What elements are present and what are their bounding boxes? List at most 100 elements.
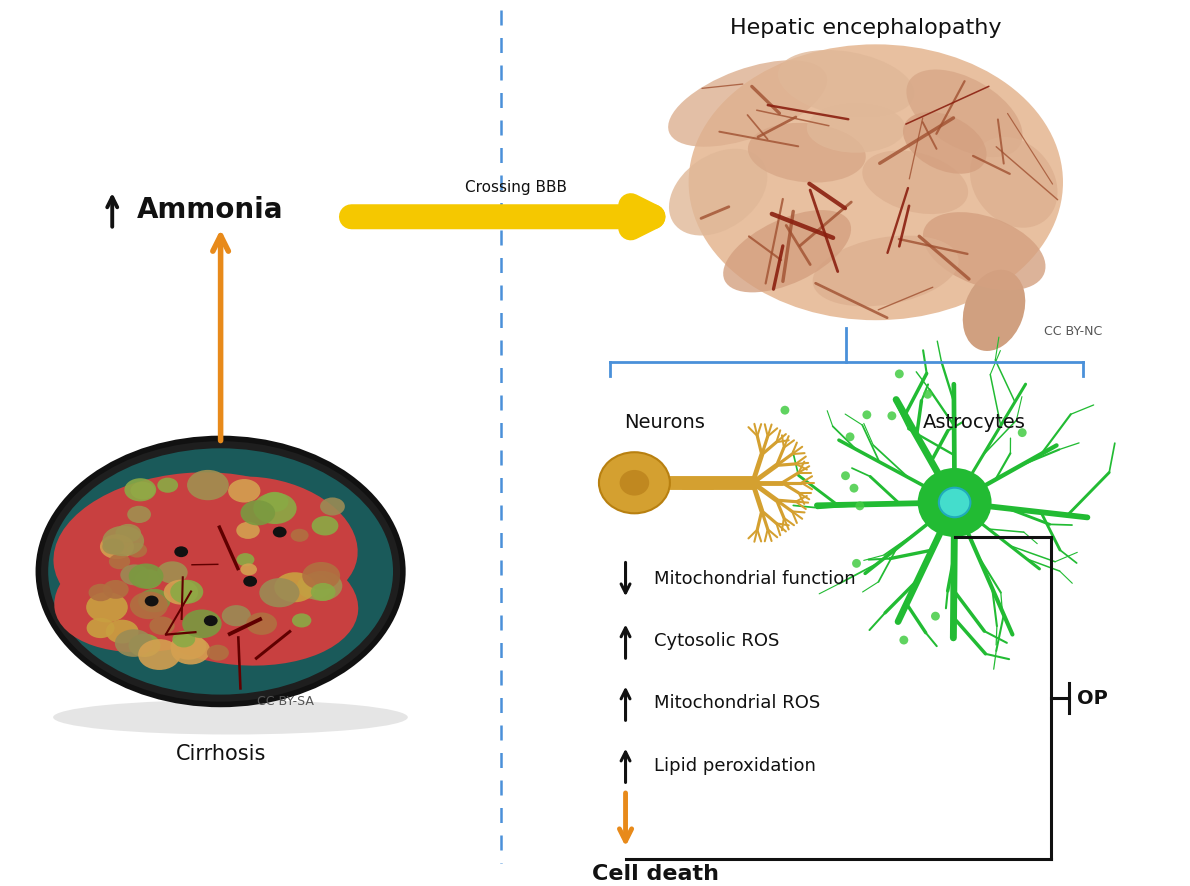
Ellipse shape bbox=[131, 482, 155, 500]
Ellipse shape bbox=[173, 631, 195, 648]
Ellipse shape bbox=[38, 439, 403, 704]
Ellipse shape bbox=[129, 633, 161, 657]
Ellipse shape bbox=[747, 123, 866, 183]
Ellipse shape bbox=[275, 572, 315, 602]
Text: Cirrhosis: Cirrhosis bbox=[175, 744, 265, 764]
Ellipse shape bbox=[150, 617, 175, 635]
Ellipse shape bbox=[301, 571, 343, 601]
Text: Mitochondrial ROS: Mitochondrial ROS bbox=[654, 695, 820, 712]
Ellipse shape bbox=[86, 592, 127, 622]
Ellipse shape bbox=[88, 584, 113, 602]
Ellipse shape bbox=[246, 612, 277, 635]
Text: Cell death: Cell death bbox=[591, 864, 719, 884]
Ellipse shape bbox=[164, 579, 198, 604]
Ellipse shape bbox=[689, 44, 1063, 320]
Ellipse shape bbox=[100, 534, 134, 559]
Ellipse shape bbox=[138, 639, 181, 670]
Text: Mitochondrial function: Mitochondrial function bbox=[654, 571, 856, 588]
Ellipse shape bbox=[170, 633, 206, 660]
Ellipse shape bbox=[724, 210, 851, 292]
Ellipse shape bbox=[320, 497, 345, 516]
Text: CC BY-SA: CC BY-SA bbox=[257, 695, 314, 708]
Ellipse shape bbox=[931, 611, 940, 620]
Ellipse shape bbox=[939, 487, 970, 517]
Ellipse shape bbox=[55, 530, 269, 652]
Ellipse shape bbox=[127, 506, 151, 523]
Ellipse shape bbox=[781, 406, 789, 415]
Ellipse shape bbox=[846, 432, 854, 441]
Ellipse shape bbox=[970, 136, 1058, 228]
Ellipse shape bbox=[888, 411, 896, 420]
Ellipse shape bbox=[174, 547, 188, 557]
Ellipse shape bbox=[290, 529, 308, 542]
Ellipse shape bbox=[136, 570, 162, 588]
Text: Astrocytes: Astrocytes bbox=[923, 413, 1026, 431]
Ellipse shape bbox=[207, 645, 228, 661]
Ellipse shape bbox=[123, 536, 358, 665]
Ellipse shape bbox=[620, 470, 650, 495]
Ellipse shape bbox=[813, 236, 959, 307]
Ellipse shape bbox=[669, 149, 768, 236]
Text: Hepatic encephalopathy: Hepatic encephalopathy bbox=[731, 18, 1002, 38]
Ellipse shape bbox=[171, 636, 211, 664]
Ellipse shape bbox=[203, 615, 218, 626]
Ellipse shape bbox=[120, 564, 149, 586]
Ellipse shape bbox=[240, 501, 275, 525]
Ellipse shape bbox=[1017, 428, 1027, 437]
Ellipse shape bbox=[900, 635, 908, 644]
Ellipse shape bbox=[895, 369, 903, 378]
Ellipse shape bbox=[228, 479, 261, 502]
Ellipse shape bbox=[841, 471, 850, 480]
Ellipse shape bbox=[115, 524, 140, 542]
Ellipse shape bbox=[162, 477, 358, 607]
Text: Neurons: Neurons bbox=[625, 413, 706, 431]
Ellipse shape bbox=[917, 468, 991, 537]
Ellipse shape bbox=[312, 516, 338, 535]
Ellipse shape bbox=[125, 478, 156, 501]
Text: Crossing BBB: Crossing BBB bbox=[465, 180, 568, 195]
Ellipse shape bbox=[237, 553, 255, 566]
Text: Lipid peroxidation: Lipid peroxidation bbox=[654, 757, 816, 774]
Ellipse shape bbox=[903, 112, 987, 174]
Ellipse shape bbox=[668, 60, 827, 147]
Text: Ammonia: Ammonia bbox=[137, 196, 283, 224]
Ellipse shape bbox=[923, 212, 1046, 291]
Ellipse shape bbox=[48, 448, 393, 695]
Ellipse shape bbox=[243, 576, 257, 587]
Ellipse shape bbox=[311, 583, 336, 601]
Ellipse shape bbox=[54, 700, 408, 734]
Ellipse shape bbox=[127, 543, 148, 557]
Text: Cytosolic ROS: Cytosolic ROS bbox=[654, 633, 779, 650]
Ellipse shape bbox=[863, 410, 871, 419]
Ellipse shape bbox=[157, 562, 188, 584]
Ellipse shape bbox=[54, 472, 328, 631]
Text: OP: OP bbox=[1077, 688, 1108, 708]
Ellipse shape bbox=[273, 526, 287, 538]
Ellipse shape bbox=[221, 605, 251, 626]
Ellipse shape bbox=[599, 452, 670, 513]
Ellipse shape bbox=[170, 579, 203, 603]
Ellipse shape bbox=[182, 610, 221, 638]
Ellipse shape bbox=[145, 595, 158, 606]
Ellipse shape bbox=[302, 562, 340, 589]
Ellipse shape bbox=[102, 539, 124, 555]
Ellipse shape bbox=[907, 69, 1022, 157]
Ellipse shape bbox=[923, 390, 932, 399]
Ellipse shape bbox=[863, 151, 969, 214]
Ellipse shape bbox=[747, 479, 756, 488]
Ellipse shape bbox=[138, 589, 170, 612]
Ellipse shape bbox=[106, 619, 138, 643]
Ellipse shape bbox=[157, 478, 178, 493]
Ellipse shape bbox=[237, 522, 259, 539]
Ellipse shape bbox=[261, 492, 288, 512]
Ellipse shape bbox=[852, 559, 860, 568]
Ellipse shape bbox=[778, 50, 914, 118]
Ellipse shape bbox=[807, 104, 906, 152]
Ellipse shape bbox=[253, 493, 296, 524]
Ellipse shape bbox=[850, 484, 858, 493]
Ellipse shape bbox=[187, 470, 228, 501]
Ellipse shape bbox=[259, 578, 300, 607]
Ellipse shape bbox=[292, 613, 312, 627]
Text: CC BY-NC: CC BY-NC bbox=[1044, 325, 1102, 338]
Ellipse shape bbox=[296, 573, 332, 599]
